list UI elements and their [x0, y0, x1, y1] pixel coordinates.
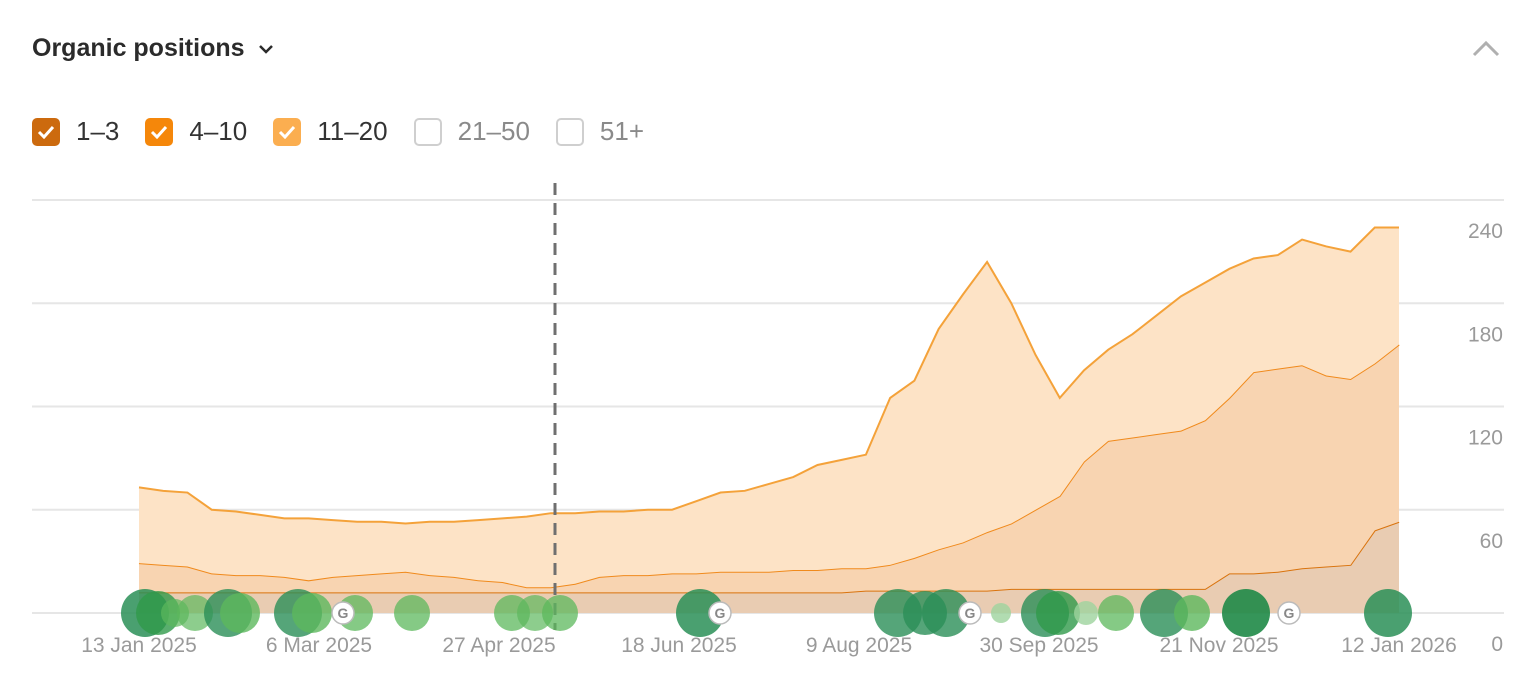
svg-text:G: G	[715, 605, 726, 621]
y-tick-label: 120	[1468, 427, 1503, 450]
x-tick-label: 9 Aug 2025	[806, 634, 912, 657]
widget-title[interactable]: Organic positions	[32, 34, 275, 63]
legend-label: 11–20	[317, 116, 388, 146]
x-tick-label: 6 Mar 2025	[266, 634, 372, 657]
legend-label: 1–3	[76, 116, 120, 146]
y-tick-label: 0	[1491, 633, 1503, 656]
checkbox[interactable]	[413, 117, 442, 146]
dropdown-icon	[259, 45, 274, 54]
checkbox[interactable]	[145, 117, 174, 146]
x-tick-label: 27 Apr 2025	[442, 634, 555, 657]
legend-item[interactable]: 4–10	[145, 116, 247, 147]
x-tick-label: 21 Nov 2025	[1159, 634, 1278, 657]
svg-text:G: G	[338, 605, 349, 621]
legend-item[interactable]: 21–50	[413, 116, 530, 147]
legend-item[interactable]: 51+	[555, 116, 645, 147]
check-icon	[37, 125, 55, 139]
x-tick-label: 12 Jan 2026	[1341, 634, 1457, 657]
y-tick-label: 180	[1468, 323, 1503, 346]
check-icon	[279, 125, 296, 139]
area-line	[138, 226, 1399, 525]
y-tick-label: 60	[1480, 530, 1503, 553]
collapse-icon[interactable]	[1470, 38, 1502, 62]
title-text: Organic positions	[32, 34, 245, 62]
legend-label: 51+	[599, 116, 645, 146]
x-tick-label: 13 Jan 2025	[81, 634, 197, 657]
y-tick-label: 240	[1468, 220, 1503, 243]
legend-label: 21–50	[457, 116, 530, 146]
svg-text:G: G	[965, 605, 976, 621]
legend-label: 4–10	[189, 116, 248, 146]
check-icon	[151, 125, 168, 139]
legend-item[interactable]: 1–3	[32, 116, 119, 147]
svg-text:G: G	[1284, 605, 1295, 621]
checkbox[interactable]	[273, 117, 302, 146]
checkbox[interactable]	[32, 117, 60, 146]
checkbox[interactable]	[555, 117, 584, 146]
legend: 1–3 4–10 11–20 21–50 51+	[32, 116, 644, 147]
area-fill	[139, 227, 1399, 588]
x-tick-label: 30 Sep 2025	[979, 634, 1098, 657]
legend-item[interactable]: 11–20	[273, 116, 388, 147]
x-tick-label: 18 Jun 2025	[621, 634, 737, 657]
area-fill	[139, 521, 1399, 613]
area-fill	[139, 344, 1399, 593]
